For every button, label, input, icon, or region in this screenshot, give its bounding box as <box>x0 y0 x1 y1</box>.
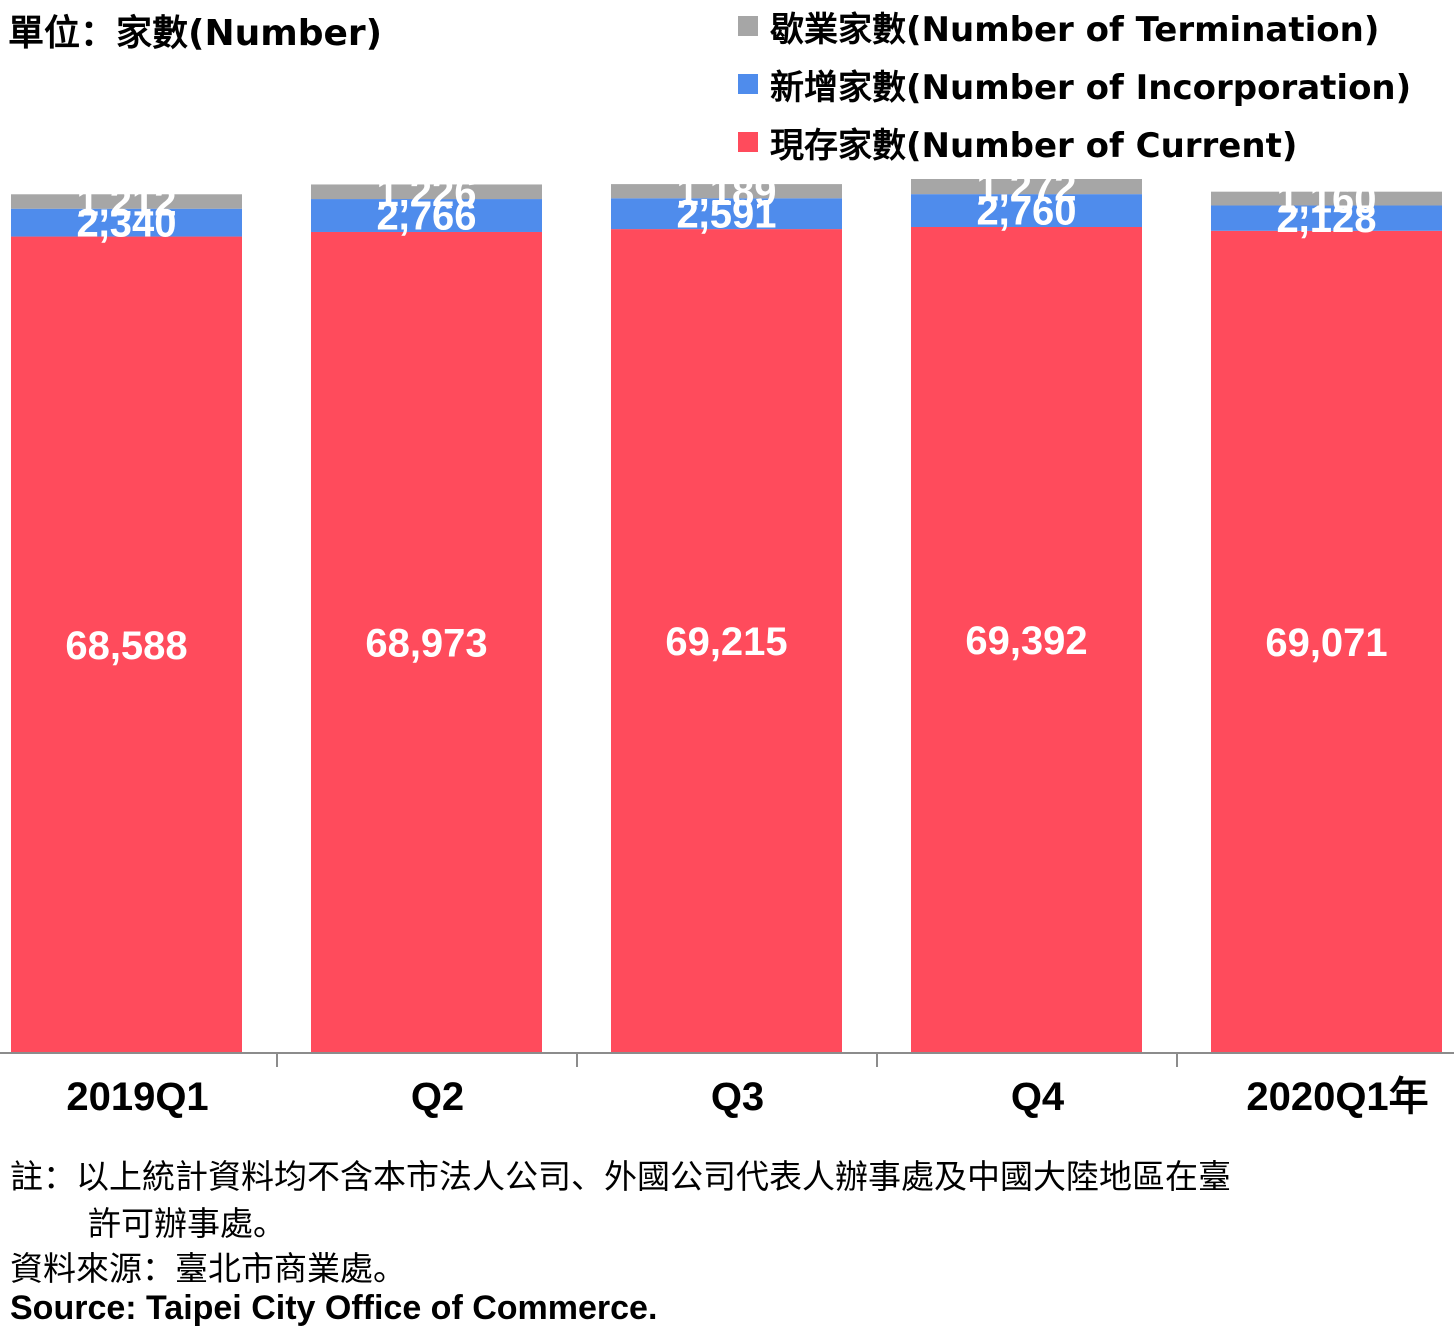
note-line-2: 許可辦事處。 <box>88 1204 286 1243</box>
bar-termination-3 <box>611 184 842 199</box>
bar-incorporation-4 <box>911 194 1142 227</box>
bar-current-3 <box>611 229 842 1053</box>
legend-item-termination: 歇業家數(Number of Termination) <box>738 6 1379 50</box>
x-tick-label-2: Q2 <box>411 1075 464 1119</box>
legend-swatch-termination <box>738 16 758 36</box>
bar-current-5 <box>1211 230 1442 1053</box>
bar-current-2 <box>311 231 542 1054</box>
bar-incorporation-1 <box>11 208 242 237</box>
data-label-incorporation-3: 2,591 <box>676 193 776 237</box>
bar-termination-5 <box>1211 191 1442 206</box>
data-label-current-1: 68,588 <box>65 624 187 668</box>
data-label-current-5: 69,071 <box>1265 621 1387 665</box>
data-label-termination-5: 1,160 <box>1276 178 1376 222</box>
x-tick-label-5: 2020Q1年 <box>1246 1075 1428 1119</box>
bar-termination-4 <box>911 179 1142 195</box>
x-tick-label-1: 2019Q1 <box>66 1075 208 1119</box>
legend-swatch-current <box>738 132 758 152</box>
legend-label-current: 現存家數(Number of Current) <box>770 125 1298 166</box>
bar-termination-1 <box>11 194 242 209</box>
data-label-current-4: 69,392 <box>965 619 1087 663</box>
unit-label: 單位：家數(Number) <box>8 13 383 54</box>
bar-current-4 <box>911 226 1142 1054</box>
data-label-termination-4: 1,272 <box>976 166 1076 210</box>
data-label-incorporation-4: 2,760 <box>976 190 1076 234</box>
source-zh: 資料來源：臺北市商業處。 <box>10 1249 406 1288</box>
x-tick-label-4: Q4 <box>1011 1075 1065 1119</box>
note-line-1: 註：以上統計資料均不含本市法人公司、外國公司代表人辦事處及中國大陸地區在臺 <box>10 1157 1231 1196</box>
legend-item-current: 現存家數(Number of Current) <box>738 122 1297 166</box>
data-label-incorporation-1: 2,340 <box>76 202 176 246</box>
legend-swatch-incorporation <box>738 74 758 94</box>
data-label-termination-3: 1,189 <box>676 170 776 214</box>
bar-incorporation-2 <box>311 199 542 232</box>
data-label-termination-1: 1,212 <box>76 180 176 224</box>
legend-item-incorporation: 新增家數(Number of Incorporation) <box>738 64 1411 108</box>
source-en: Source: Taipei City Office of Commerce. <box>10 1289 658 1327</box>
data-label-current-2: 68,973 <box>365 621 487 665</box>
data-label-incorporation-2: 2,766 <box>376 195 476 239</box>
legend-label-incorporation: 新增家數(Number of Incorporation) <box>770 67 1412 108</box>
data-label-current-3: 69,215 <box>665 620 787 664</box>
bar-incorporation-3 <box>611 198 842 230</box>
bar-termination-2 <box>311 184 542 200</box>
legend-label-termination: 歇業家數(Number of Termination) <box>770 9 1380 50</box>
bar-incorporation-5 <box>1211 205 1442 231</box>
bar-current-1 <box>11 236 242 1053</box>
data-label-termination-2: 1,226 <box>376 171 476 215</box>
x-tick-label-3: Q3 <box>711 1075 764 1119</box>
